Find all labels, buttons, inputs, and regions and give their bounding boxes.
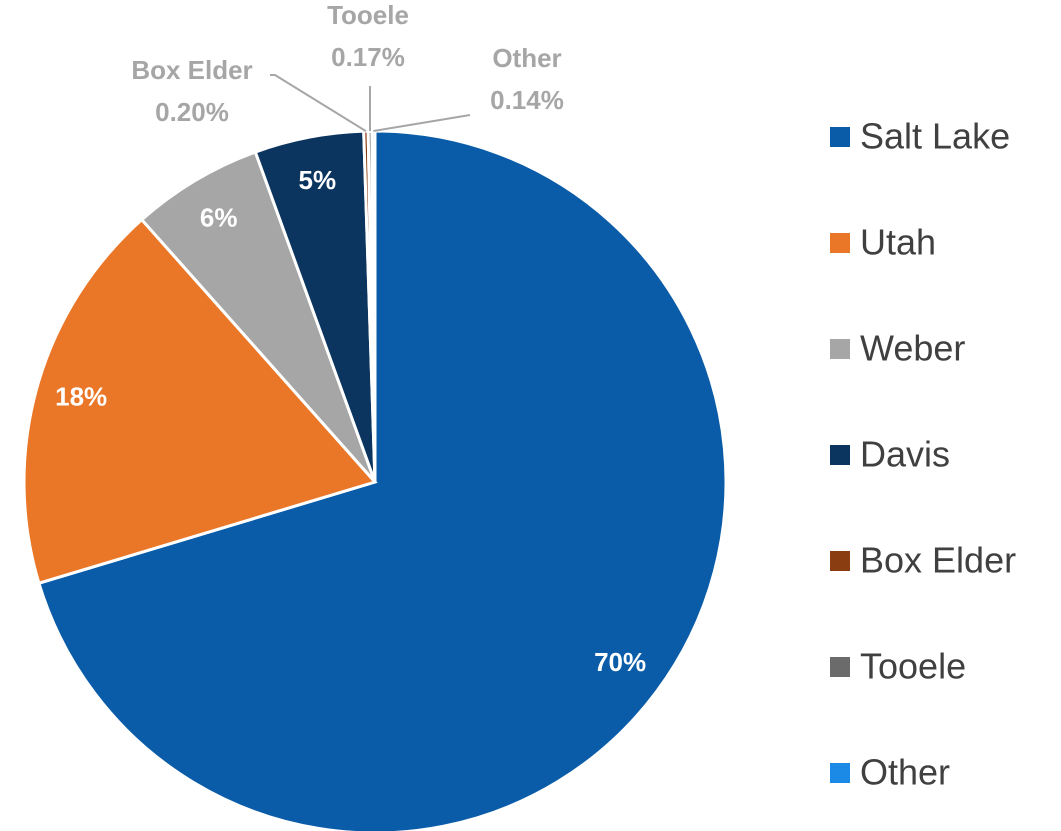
legend-swatch [830, 445, 850, 465]
legend-label: Other [860, 752, 950, 793]
data-label: 0.20% [155, 97, 229, 127]
leader-line [270, 74, 367, 132]
data-label: 0.14% [490, 85, 564, 115]
pie-slice [37, 129, 728, 831]
legend-label: Davis [860, 434, 950, 475]
pie-slice [139, 150, 377, 483]
data-label-name: Other [492, 43, 561, 73]
data-label-name: Box Elder [131, 55, 252, 85]
legend-label: Box Elder [860, 540, 1016, 581]
legend-label: Utah [860, 222, 936, 263]
data-label-name: Tooele [327, 0, 409, 30]
legend-swatch [830, 763, 850, 783]
legend-swatch [830, 551, 850, 571]
legend-swatch [830, 339, 850, 359]
legend-label: Weber [860, 328, 965, 369]
data-label: 6% [200, 203, 238, 233]
legend-label: Tooele [860, 646, 966, 687]
data-label: 0.17% [331, 42, 405, 72]
legend-label: Salt Lake [860, 116, 1010, 157]
legend-swatch [830, 127, 850, 147]
data-label: 18% [55, 382, 107, 412]
pie-slice [22, 217, 378, 586]
legend-swatch [830, 657, 850, 677]
leader-line [373, 114, 471, 132]
legend-swatch [830, 233, 850, 253]
data-label: 5% [299, 165, 337, 195]
data-label: 70% [594, 647, 646, 677]
